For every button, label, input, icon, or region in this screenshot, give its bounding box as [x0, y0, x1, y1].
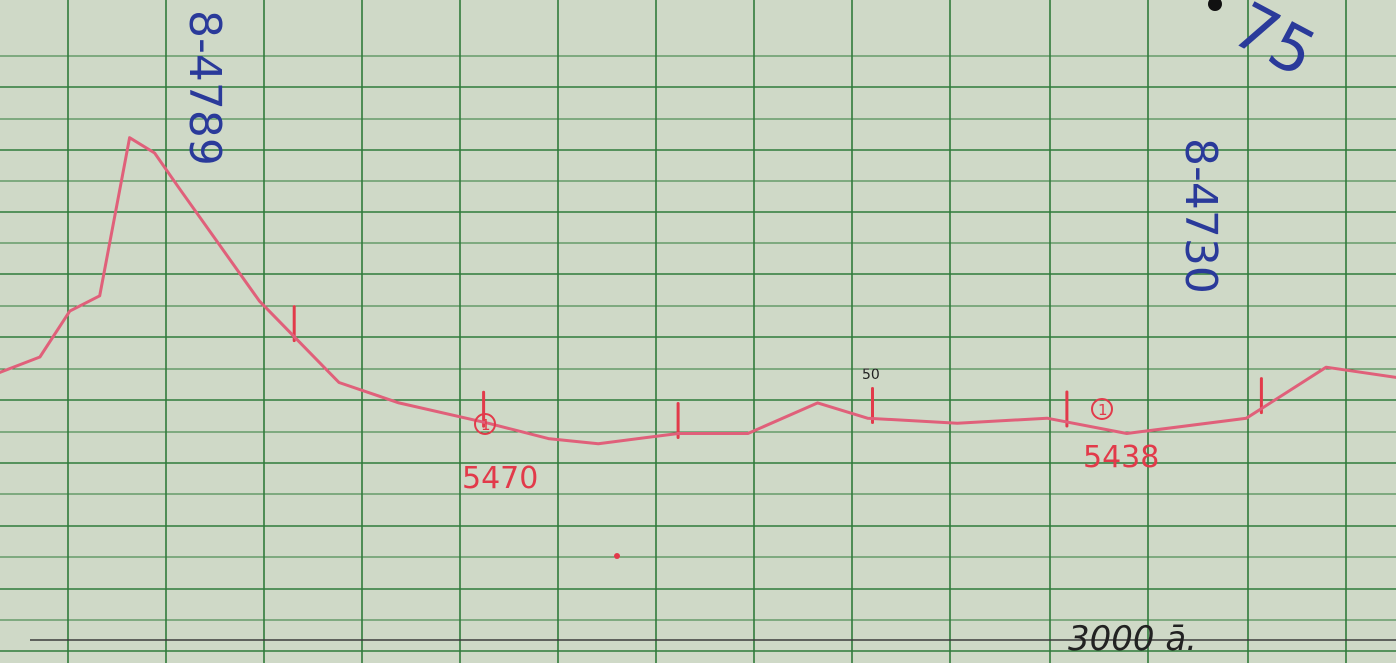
value-label-left: 5470 [462, 461, 538, 496]
small-mark: 50 [862, 367, 880, 383]
marker-circle-right [1091, 398, 1113, 420]
ink-dot [1208, 0, 1222, 11]
bottom-note: 3000 ā. [1068, 619, 1197, 659]
value-label-right: 5438 [1083, 440, 1159, 475]
red-ink-dot [614, 553, 620, 559]
peak-label: 8-4789 [179, 10, 230, 166]
marker-one-left: 1 [481, 416, 491, 434]
marker-circle-left [474, 413, 496, 435]
series-line [0, 136, 1396, 446]
right-label: 8-4730 [1175, 138, 1226, 294]
marker-one-right: 1 [1098, 401, 1108, 419]
